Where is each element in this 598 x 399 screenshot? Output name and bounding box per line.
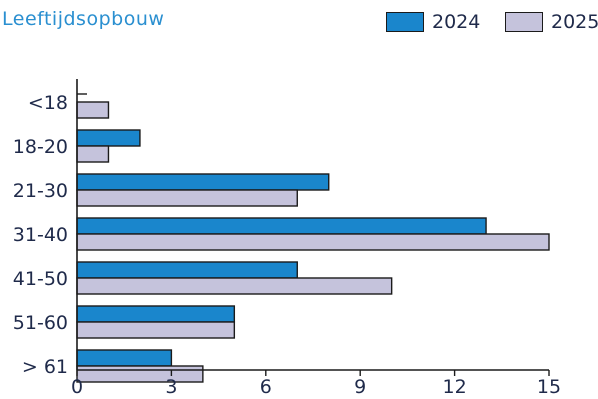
bar-2025-> 61 (76, 365, 204, 383)
bar-2024-> 61 (76, 349, 173, 367)
bar-2025-31-40 (76, 233, 550, 251)
x-tick-label: 12 (443, 376, 467, 398)
bar-2024-41-50 (76, 261, 298, 279)
legend-swatch-2025 (505, 12, 543, 32)
x-tick-label: 9 (354, 376, 366, 398)
y-tick-label: 41-50 (13, 268, 68, 290)
x-tick-label: 0 (71, 376, 83, 398)
x-tick-label: 15 (537, 376, 561, 398)
legend-label-2025: 2025 (551, 11, 598, 33)
bar-2025-<18 (76, 101, 110, 119)
legend-swatch-2024 (386, 12, 424, 32)
bar-2025-18-20 (76, 145, 110, 163)
y-tick-label: <18 (28, 92, 68, 114)
y-tick-label: 51-60 (13, 312, 68, 334)
bar-2025-41-50 (76, 277, 393, 295)
y-tick-label: 18-20 (13, 136, 68, 158)
x-tick-label: 6 (260, 376, 272, 398)
bar-2025-21-30 (76, 189, 298, 207)
y-tick-label: > 61 (22, 356, 68, 378)
x-tick-label: 3 (165, 376, 177, 398)
y-tick-label: 31-40 (13, 224, 68, 246)
chart-title: Leeftijdsopbouw (2, 8, 165, 30)
bar-2024-31-40 (76, 217, 487, 235)
bar-2024-18-20 (76, 129, 141, 147)
bar-2024-51-60 (76, 305, 236, 323)
legend-item-2025: 2025 (505, 10, 598, 34)
y-tick-label: 21-30 (13, 180, 68, 202)
bar-2024-<18 (77, 93, 87, 95)
bar-2024-21-30 (76, 173, 330, 191)
legend-item-2024: 2024 (386, 10, 480, 34)
bar-2025-51-60 (76, 321, 236, 339)
legend-label-2024: 2024 (432, 11, 481, 33)
